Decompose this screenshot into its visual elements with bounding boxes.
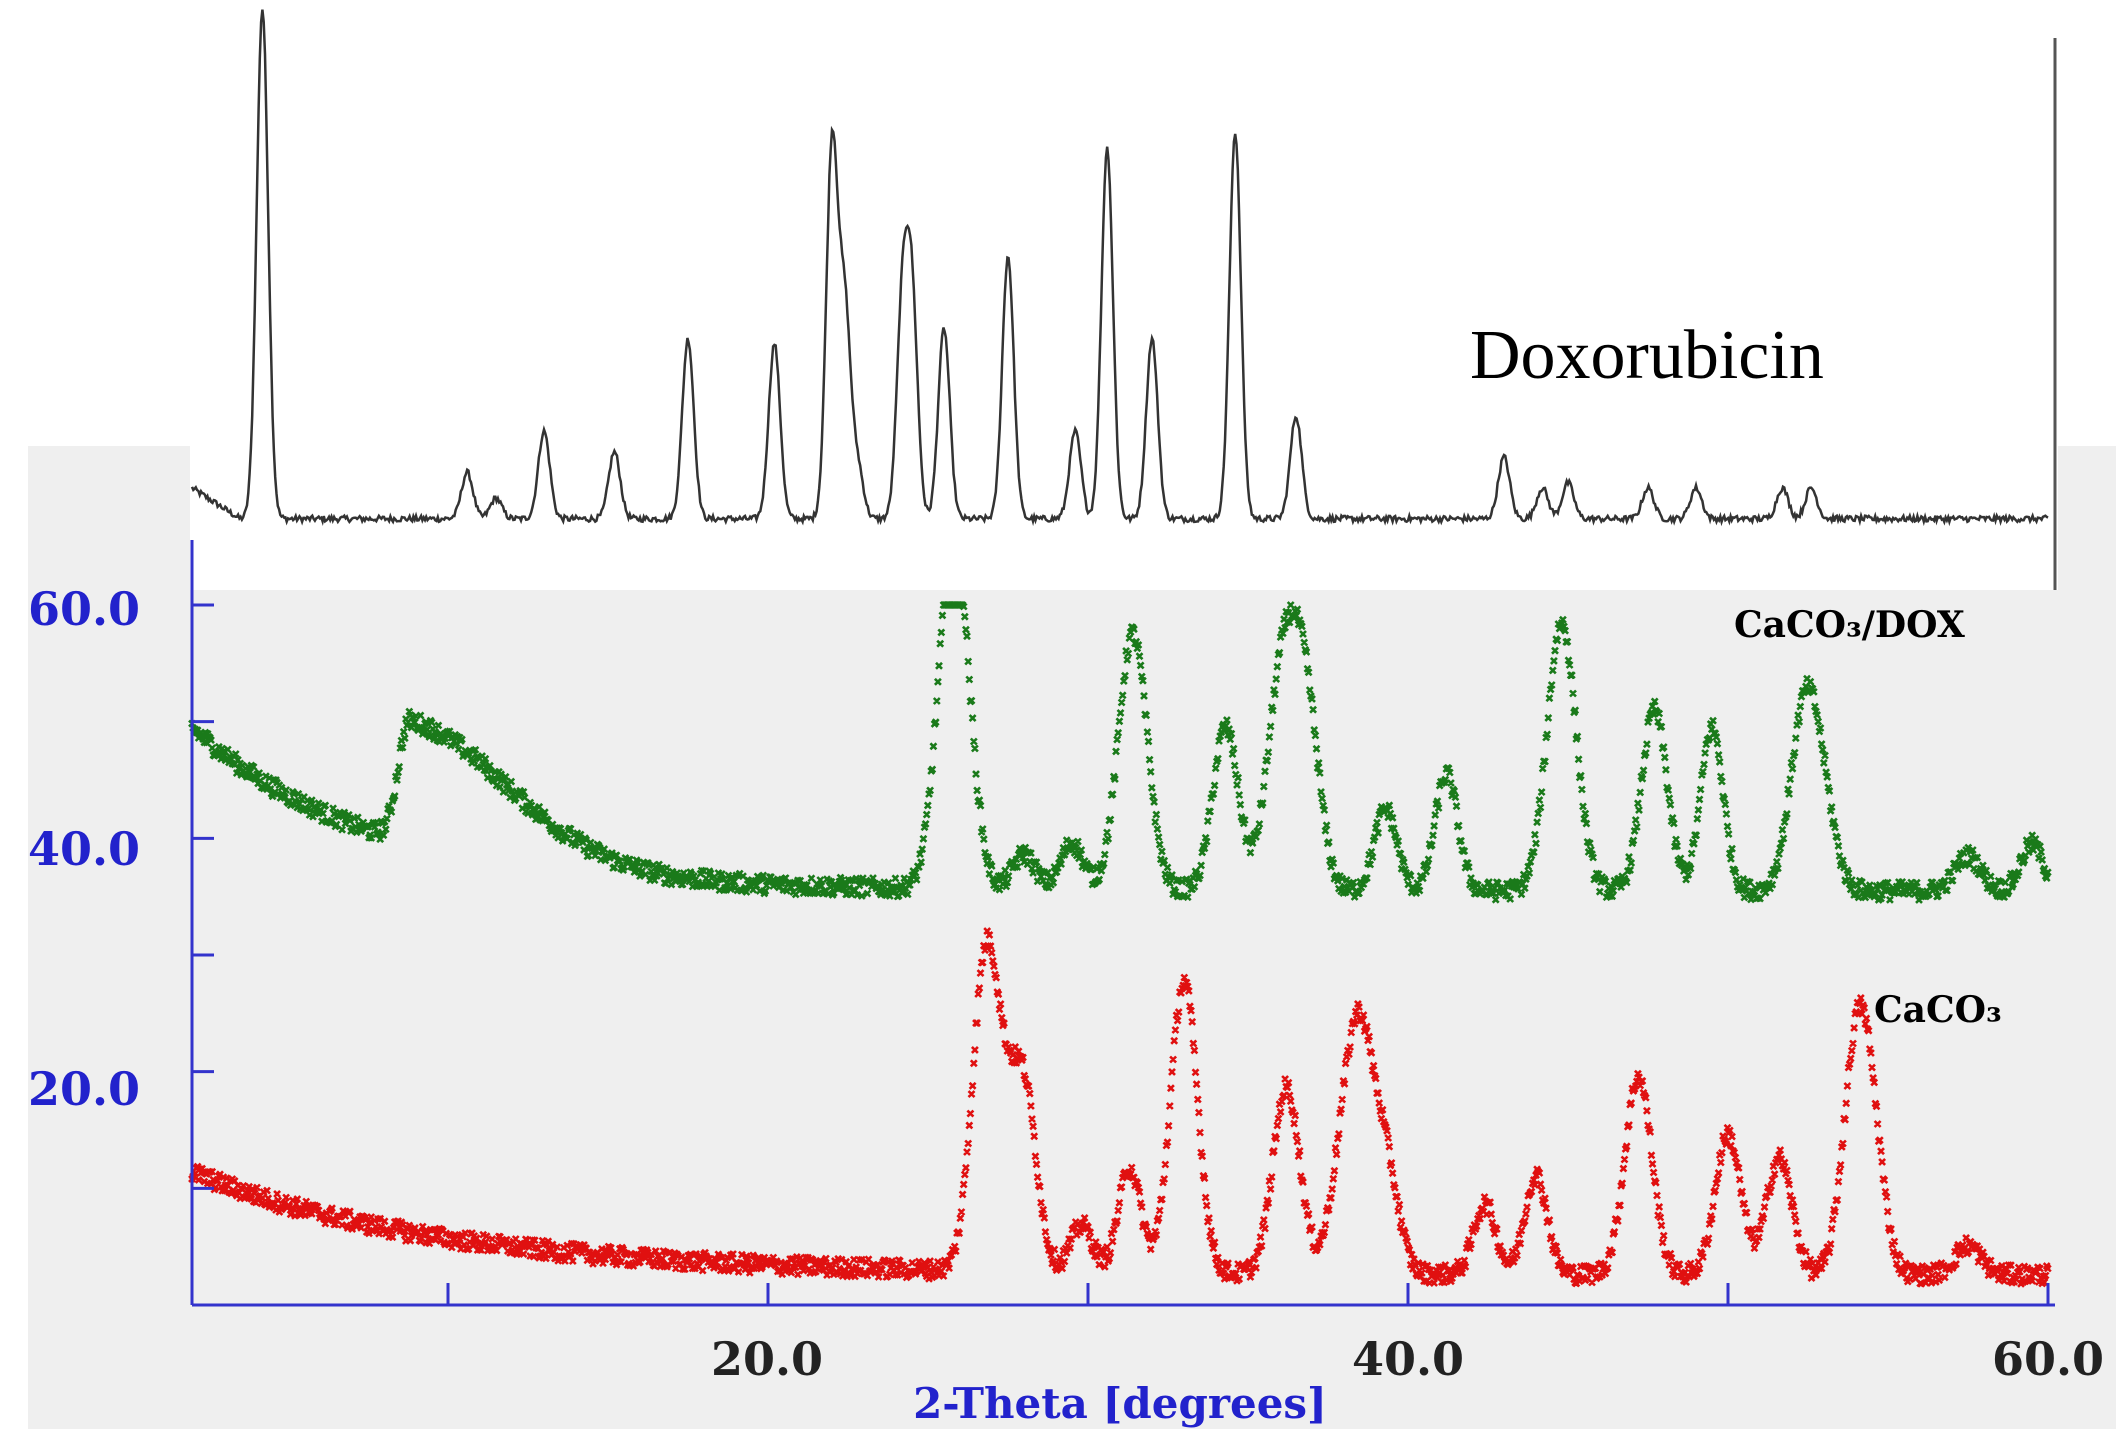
doxorubicin-trace [190, 9, 2049, 527]
y-axis-ticks [192, 603, 214, 1307]
x-axis-title: 2-Theta [degrees] [913, 1379, 1327, 1428]
y-tick-label-60: 60.0 [28, 582, 140, 636]
y-tick-label-40: 40.0 [28, 822, 140, 876]
caco3-series-label: CaCO₃ [1874, 989, 2002, 1031]
plot-background [28, 446, 2116, 1429]
inset-panel [190, 0, 2058, 590]
caco3-dox-series-label: CaCO₃/DOX [1734, 604, 1965, 646]
x-tick-label-40: 40.0 [1352, 1332, 1464, 1386]
doxorubicin-label: Doxorubicin [1470, 317, 1824, 394]
x-axis-ticks [446, 1283, 2050, 1305]
x-tick-label-20: 20.0 [711, 1332, 823, 1386]
y-tick-label-20: 20.0 [28, 1062, 140, 1116]
x-tick-label-60: 60.0 [1992, 1332, 2104, 1386]
